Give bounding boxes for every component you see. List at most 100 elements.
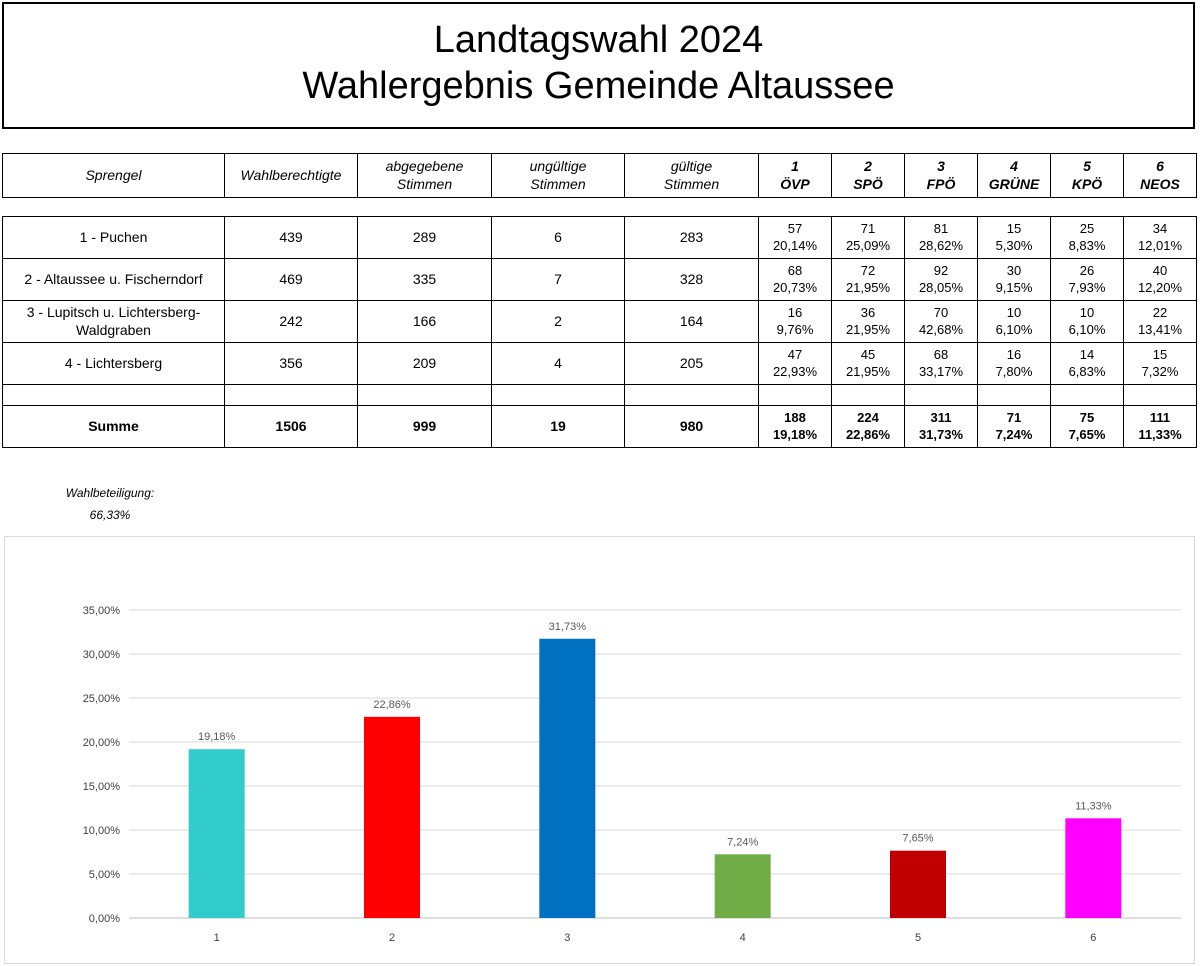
cell-party-2: 72 21,95% [831,258,905,301]
cell-party-5: 25 8,83% [1050,216,1124,259]
party-votes: 92 [933,263,949,279]
sum-party-percent: 7,24% [995,426,1033,442]
party-percent: 21,95% [845,279,891,295]
sum-party-4: 71 7,24% [977,405,1051,448]
header-abgegebene: abgegebene Stimmen [357,153,492,198]
cell-party-5: 26 7,93% [1050,258,1124,301]
party-percent: 28,62% [918,237,964,253]
y-tick-label: 35,00% [83,605,121,617]
cell-wahlberechtigte: 356 [224,342,358,385]
y-tick-label: 25,00% [83,693,121,705]
y-tick-label: 5,00% [89,869,120,881]
party-votes: 10 [1079,305,1095,321]
x-tick-label: 1 [214,932,220,944]
party-votes: 15 [1152,347,1168,363]
party-votes: 68 [787,263,803,279]
turnout-label: Wahlbeteiligung: [65,486,155,500]
party-percent: 21,95% [845,321,891,337]
cell-party-4: 10 6,10% [977,300,1051,343]
turnout-value: 66,33% [89,508,131,522]
page-title: Landtagswahl 2024 [433,19,764,61]
header-gueltige: gültige Stimmen [624,153,759,198]
cell-gueltige: 283 [624,216,759,259]
party-votes: 68 [933,347,949,363]
cell-party-1: 68 20,73% [758,258,832,301]
party-votes: 36 [860,305,876,321]
table-blank-row [2,384,1197,406]
cell-party-3: 68 33,17% [904,342,978,385]
page-subtitle: Wahlergebnis Gemeinde Altaussee [302,64,895,107]
cell-wahlberechtigte: 469 [224,258,358,301]
turnout-info: Wahlbeteiligung: 66,33% [40,482,180,526]
title-box: Landtagswahl 2024 Wahlergebnis Gemeinde … [2,2,1195,129]
table-row: 3 - Lupitsch u. Lichtersberg-Waldgraben 2… [2,300,1197,343]
cell-party-3: 92 28,05% [904,258,978,301]
party-percent: 21,95% [845,363,891,379]
bar [188,749,245,918]
y-tick-label: 15,00% [83,781,121,793]
party-votes: 70 [933,305,949,321]
cell-wahlberechtigte: 242 [224,300,358,343]
cell-sprengel: 4 - Lichtersberg [2,342,225,385]
bar-chart-svg: 0,00% 5,00% 10,00% 15,00% 20,00% 25,00% 30,00%… [83,605,1181,944]
cell-ungueltige: 4 [491,342,625,385]
sum-party-5: 75 7,65% [1050,405,1124,448]
party-votes: 57 [787,221,803,237]
cell-abgegebene: 289 [357,216,492,259]
header-party-2: 2 SPÖ [831,153,905,198]
cell-party-6: 34 12,01% [1123,216,1197,259]
party-votes: 34 [1152,221,1168,237]
cell-party-6: 22 13,41% [1123,300,1197,343]
data-label: 7,65% [902,833,933,845]
cell-party-6: 40 12,20% [1123,258,1197,301]
cell-party-2: 71 25,09% [831,216,905,259]
cell-party-2: 45 21,95% [831,342,905,385]
y-tick-label: 30,00% [83,649,121,661]
y-tick-label: 20,00% [83,737,121,749]
y-tick-label: 10,00% [83,825,121,837]
party-percent: 7,80% [995,363,1033,379]
party-votes: 40 [1152,263,1168,279]
party-percent: 22,93% [772,363,818,379]
cell-party-1: 57 20,14% [758,216,832,259]
party-percent: 9,76% [776,321,814,337]
party-votes: 45 [860,347,876,363]
table-header-row: Sprengel Wahlberechtigte abgegebene Stimm… [2,153,1197,198]
bar [890,850,946,918]
table-sum-row: Summe 1506 999 19 980 188 19,18% 224 22,86% 311 31… [2,405,1197,448]
sum-party-6: 111 11,33% [1123,405,1197,448]
sum-abgegebene: 999 [357,405,492,448]
party-percent: 20,14% [772,237,818,253]
x-tick-label: 4 [740,932,746,944]
sum-wahlberechtigte: 1506 [224,405,358,448]
cell-gueltige: 205 [624,342,759,385]
party-votes: 30 [1006,263,1022,279]
x-tick-label: 3 [564,932,570,944]
party-votes: 15 [1006,221,1022,237]
sum-ungueltige: 19 [491,405,625,448]
table-row: 2 - Altaussee u. Fischerndorf 469 335 7 328 6… [2,258,1197,301]
cell-party-5: 14 6,83% [1050,342,1124,385]
results-table: Sprengel Wahlberechtigte abgegebene Stimm… [2,153,1197,448]
party-percent: 13,41% [1137,321,1183,337]
bar [364,716,420,918]
sum-party-1: 188 19,18% [758,405,832,448]
sum-party-3: 311 31,73% [904,405,978,448]
sum-party-votes: 224 [857,410,879,426]
party-percent: 5,30% [995,237,1033,253]
party-percent: 7,32% [1141,363,1179,379]
cell-party-6: 15 7,32% [1123,342,1197,385]
party-votes: 14 [1079,347,1095,363]
sum-party-votes: 111 [1149,410,1171,426]
cell-abgegebene: 335 [357,258,492,301]
bar [539,638,596,918]
cell-party-1: 47 22,93% [758,342,832,385]
sum-party-votes: 71 [1006,410,1022,426]
party-percent: 7,93% [1068,279,1106,295]
party-percent: 8,83% [1068,237,1106,253]
cell-ungueltige: 6 [491,216,625,259]
x-tick-label: 6 [1090,932,1096,944]
header-party-3: 3 FPÖ [904,153,978,198]
data-label: 22,86% [373,699,411,711]
sum-gueltige: 980 [624,405,759,448]
